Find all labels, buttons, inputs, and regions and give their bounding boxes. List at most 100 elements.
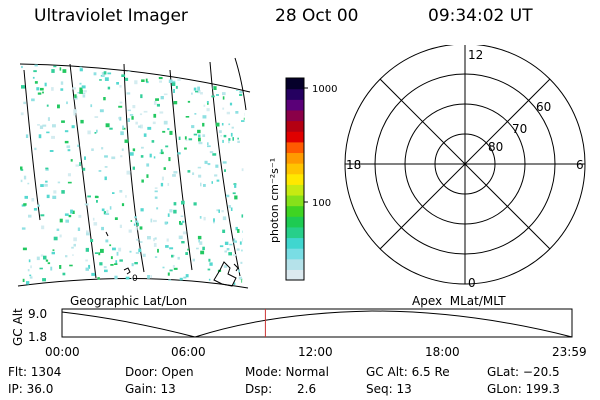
emission-speck	[234, 195, 238, 200]
emission-speck	[192, 172, 195, 175]
emission-speck	[153, 100, 157, 105]
emission-speck	[240, 261, 243, 264]
emission-speck	[23, 175, 27, 180]
time-tick-2359: 23:59	[552, 345, 587, 359]
emission-speck	[235, 111, 239, 114]
emission-speck	[116, 251, 119, 256]
emission-speck	[96, 129, 98, 133]
emission-speck	[157, 248, 159, 253]
colorbar-cell	[286, 120, 304, 132]
emission-speck	[60, 81, 64, 85]
emission-speck	[33, 208, 38, 211]
map-zero-label: 0	[132, 274, 138, 284]
emission-speck	[42, 91, 44, 94]
emission-speck	[30, 265, 32, 269]
emission-speck	[85, 267, 89, 271]
emission-speck	[232, 65, 236, 69]
emission-speck	[213, 220, 215, 224]
emission-speck	[132, 148, 136, 152]
emission-speck	[230, 132, 233, 137]
emission-speck	[173, 267, 178, 270]
emission-speck	[199, 216, 202, 219]
emission-speck	[65, 255, 68, 258]
emission-speck	[74, 94, 77, 98]
emission-speck	[197, 166, 202, 169]
emission-speck	[98, 252, 101, 256]
emission-speck	[118, 247, 122, 252]
emission-speck	[197, 129, 201, 134]
emission-speck	[136, 238, 139, 241]
emission-speck	[139, 226, 143, 230]
emission-speck	[119, 101, 123, 104]
emission-speck	[239, 241, 242, 245]
emission-speck	[140, 208, 144, 212]
emission-speck	[224, 241, 229, 245]
emission-speck	[110, 256, 113, 260]
emission-speck	[156, 103, 160, 107]
emission-speck	[125, 195, 127, 198]
emission-speck	[246, 264, 250, 266]
emission-speck	[71, 246, 74, 249]
emission-speck	[103, 266, 107, 269]
emission-speck	[192, 258, 195, 262]
emission-speck	[232, 192, 236, 195]
emission-speck	[222, 161, 227, 164]
emission-speck	[90, 239, 94, 243]
mlt-label-12: 12	[468, 48, 483, 62]
emission-speck	[184, 136, 187, 140]
emission-speck	[77, 144, 80, 147]
emission-speck	[222, 96, 225, 100]
apex-coords-label: Apex MLat/MLT	[412, 294, 506, 308]
emission-speck	[52, 249, 55, 251]
emission-speck	[169, 269, 173, 272]
emission-speck	[154, 190, 158, 193]
emission-speck	[32, 76, 35, 79]
emission-speck	[244, 79, 245, 83]
emission-speck	[134, 216, 137, 219]
colorbar-cell	[286, 226, 304, 239]
emission-speck	[206, 108, 210, 112]
emission-speck	[191, 125, 195, 129]
emission-speck	[20, 112, 24, 116]
emission-speck	[81, 92, 86, 95]
emission-speck	[149, 153, 152, 158]
emission-speck	[242, 238, 245, 242]
emission-speck	[239, 90, 243, 94]
emission-speck	[73, 243, 76, 247]
emission-speck	[202, 122, 205, 127]
emission-speck	[205, 285, 208, 288]
emission-speck	[185, 74, 187, 79]
emission-speck	[85, 281, 90, 285]
emission-speck	[184, 147, 187, 150]
emission-speck	[226, 111, 230, 115]
emission-speck	[193, 87, 197, 91]
colorbar-cell	[286, 163, 304, 175]
emission-speck	[109, 206, 112, 210]
emission-speck	[172, 174, 176, 177]
emission-speck	[159, 65, 163, 69]
altitude-ytick-low: 1.8	[28, 330, 47, 344]
emission-speck	[173, 209, 177, 214]
emission-speck	[168, 79, 173, 83]
emission-speck	[182, 220, 185, 223]
emission-speck	[47, 262, 51, 265]
time-tick-1800: 18:00	[425, 345, 460, 359]
emission-speck	[235, 79, 238, 81]
emission-speck	[59, 67, 62, 71]
emission-speck	[111, 156, 116, 160]
emission-speck	[228, 123, 231, 126]
mlt-label-6: 6	[576, 158, 584, 172]
emission-speck	[140, 94, 143, 99]
map-boundary-top	[19, 63, 251, 93]
colorbar-cell	[286, 141, 304, 154]
emission-speck	[79, 162, 81, 166]
emission-speck	[94, 195, 99, 199]
colorbar-cell	[286, 237, 304, 249]
emission-speck	[45, 259, 49, 262]
emission-speck	[120, 131, 124, 136]
emission-speck	[141, 179, 144, 183]
emission-speck	[75, 164, 79, 167]
emission-speck	[202, 134, 206, 137]
emission-speck	[21, 227, 26, 230]
emission-speck	[52, 124, 56, 128]
